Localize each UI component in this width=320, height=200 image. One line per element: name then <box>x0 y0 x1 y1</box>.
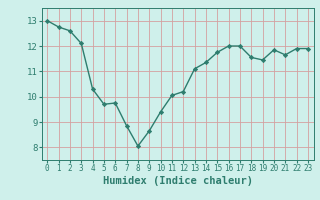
X-axis label: Humidex (Indice chaleur): Humidex (Indice chaleur) <box>103 176 252 186</box>
